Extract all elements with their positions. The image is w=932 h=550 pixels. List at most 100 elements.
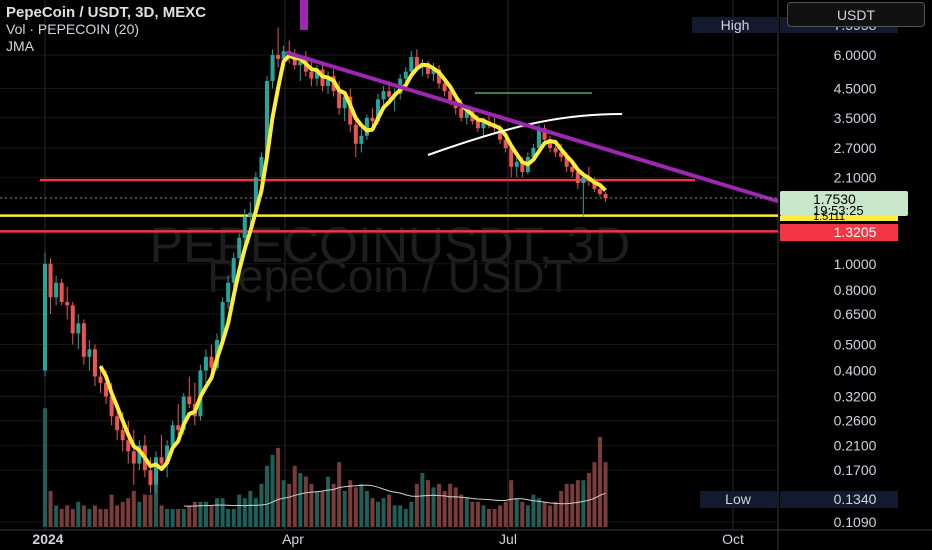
candle-body <box>54 282 59 298</box>
volume-bar <box>320 491 325 527</box>
volume-bar <box>581 480 586 527</box>
candle <box>548 135 553 153</box>
volume-bar <box>403 509 408 527</box>
countdown: 19:53:25 <box>813 203 864 218</box>
candle-body <box>531 148 536 158</box>
volume-bar <box>376 501 380 527</box>
candle <box>259 152 264 184</box>
candle-body <box>48 263 53 298</box>
volume-bar <box>470 501 475 527</box>
candle <box>159 434 164 471</box>
price-tick-label: 0.5000 <box>834 337 877 353</box>
drawings[interactable] <box>98 0 779 471</box>
volume-bar <box>237 494 242 527</box>
candle-body <box>553 148 558 153</box>
volume-bar <box>448 483 453 527</box>
quote-currency-button[interactable]: USDT <box>787 2 925 27</box>
volume-bar <box>65 505 70 527</box>
low-value: 0.1340 <box>834 491 877 507</box>
volume-bar <box>109 494 114 527</box>
candle <box>542 124 547 144</box>
volume-bar <box>575 480 580 527</box>
volume-bar <box>364 491 369 527</box>
candle <box>364 114 369 140</box>
candle <box>603 192 608 202</box>
candle-body <box>364 117 369 136</box>
price-tick-label: 4.5000 <box>834 81 877 97</box>
volume-bar <box>292 465 297 527</box>
candle-body <box>442 83 447 92</box>
candle-body <box>448 91 453 103</box>
candle-body <box>203 356 208 371</box>
volume-bar <box>342 491 347 527</box>
volume-bar <box>503 501 508 527</box>
volume-bar <box>276 447 281 527</box>
volume-bar <box>198 501 203 527</box>
candle <box>353 114 358 158</box>
candle-body <box>137 445 142 464</box>
volume-bar <box>326 476 331 527</box>
support-value: 1.5111 <box>813 211 845 223</box>
volume-bar <box>603 462 608 527</box>
candle-body <box>459 108 464 118</box>
volume-bar <box>475 501 480 527</box>
volume-bar <box>137 501 142 527</box>
candle-body <box>87 349 92 357</box>
volume-bar <box>98 509 103 527</box>
candle <box>203 349 208 383</box>
price-axis[interactable]: 6.0000 4.5000 3.5000 2.7000 2.1000 1.0000 0.80… <box>0 17 908 530</box>
candle <box>187 376 192 408</box>
horizontal-levels[interactable] <box>0 178 778 233</box>
price-tick-label: 3.5000 <box>834 110 877 126</box>
volume-bar <box>348 480 353 527</box>
price-tick-label: 0.8000 <box>834 282 877 298</box>
candle-body <box>76 323 81 334</box>
price-tick-label: 0.6500 <box>834 306 877 322</box>
volume-bar <box>431 487 436 527</box>
volume-bar <box>425 480 430 527</box>
volume-bar <box>265 465 269 527</box>
volume-bar <box>442 491 447 527</box>
volume-bar <box>353 487 358 527</box>
candle-body <box>603 193 608 199</box>
volume-bar <box>331 483 336 527</box>
volume-bars <box>43 408 608 527</box>
candle-body <box>575 171 580 184</box>
candle-body <box>337 91 342 109</box>
volume-ma-line <box>183 484 606 507</box>
time-axis[interactable]: 2024 Apr Jul Oct <box>32 531 744 547</box>
candle <box>154 451 158 493</box>
volume-bar <box>409 501 414 527</box>
candle <box>270 49 275 89</box>
candle <box>381 85 386 109</box>
volume-bar <box>170 509 175 527</box>
low-value-box <box>780 491 898 508</box>
trendline-handle <box>300 0 308 30</box>
candle-body <box>259 157 264 178</box>
price-tick-label: 0.3200 <box>834 389 877 405</box>
candle-body <box>564 157 569 167</box>
time-tick-label: 2024 <box>32 531 63 547</box>
candle-body <box>381 91 386 100</box>
candle-body <box>370 117 375 122</box>
low-label: Low <box>725 491 752 507</box>
candle <box>359 128 364 153</box>
candle <box>81 319 86 365</box>
candle <box>87 339 92 371</box>
candle <box>70 302 75 345</box>
candle-body <box>348 96 353 125</box>
candle <box>348 88 353 132</box>
volume-bar <box>387 494 392 527</box>
volume-bar <box>70 509 75 527</box>
candle-body <box>131 451 136 464</box>
candle-body <box>120 430 125 441</box>
support-value-box <box>780 216 898 221</box>
trendline <box>285 50 779 204</box>
candle <box>409 51 414 77</box>
last-price-value: 1.7530 <box>813 191 856 207</box>
volume-bar <box>131 491 136 527</box>
candle-body <box>253 177 258 213</box>
candle-body <box>542 128 547 140</box>
volume-bar <box>104 509 109 527</box>
